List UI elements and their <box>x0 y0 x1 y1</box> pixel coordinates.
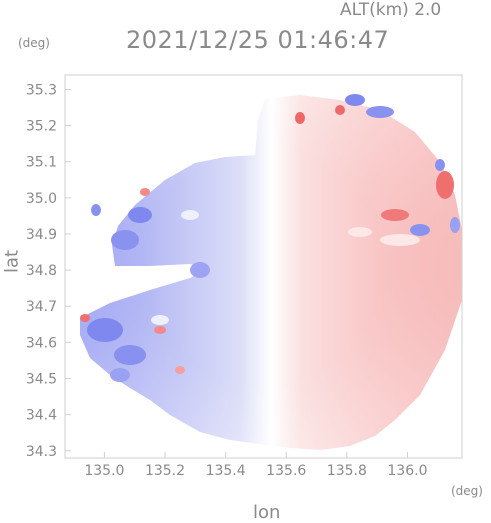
echo-speckle <box>436 171 454 199</box>
echo-speckle <box>111 230 139 250</box>
echo-speckle <box>410 224 430 236</box>
echo-speckle <box>366 106 394 118</box>
x-tick-label: 135.0 <box>84 463 124 479</box>
y-tick-label: 34.9 <box>26 227 57 243</box>
echo-speckle <box>128 207 152 223</box>
y-tick-label: 35.2 <box>26 119 57 135</box>
y-tick-label: 34.4 <box>26 408 57 424</box>
y-tick-label: 34.5 <box>26 372 57 388</box>
echo-speckle <box>87 318 123 342</box>
echo-speckle <box>380 234 420 246</box>
y-axis-unit: (deg) <box>18 36 50 50</box>
echo-speckle <box>151 315 169 325</box>
x-tick-label: 136.0 <box>387 463 427 479</box>
x-tick-label: 135.6 <box>266 463 306 479</box>
coverage-shading <box>65 75 462 458</box>
echo-speckle <box>348 227 372 237</box>
echo-field <box>65 75 462 458</box>
echo-speckle <box>450 217 460 233</box>
x-axis-label: lon <box>253 502 281 523</box>
echo-speckle <box>154 326 166 334</box>
echo-speckle <box>335 105 345 115</box>
y-tick-label: 34.7 <box>26 299 57 315</box>
echo-speckle <box>80 314 90 322</box>
y-tick-label: 35.1 <box>26 155 57 171</box>
echo-speckle <box>295 112 305 124</box>
x-tick-label: 135.4 <box>206 463 246 479</box>
x-axis-unit: (deg) <box>451 484 483 498</box>
echo-speckles <box>80 94 460 382</box>
y-tick-label: 35.0 <box>26 191 57 207</box>
echo-speckle <box>140 188 150 196</box>
echo-speckle <box>181 210 199 220</box>
x-axis-ticks: 135.0 135.2 135.4 135.6 135.8 136.0 <box>84 452 427 479</box>
y-tick-label: 34.8 <box>26 263 57 279</box>
echo-speckle <box>175 366 185 374</box>
x-tick-label: 135.8 <box>327 463 367 479</box>
echo-speckle <box>110 368 130 382</box>
y-axis-ticks: 34.3 34.4 34.5 34.6 34.7 34.8 34.9 35.0 35.1 35.2… <box>26 82 71 460</box>
echo-speckle <box>345 94 365 106</box>
echo-speckle <box>190 262 210 278</box>
timestamp-title: 2021/12/25 01:46:47 <box>126 26 390 54</box>
y-tick-label: 35.3 <box>26 82 57 98</box>
echo-speckle <box>435 159 445 171</box>
y-tick-label: 34.6 <box>26 335 57 351</box>
echo-speckle <box>91 204 101 216</box>
echo-speckle <box>381 209 409 221</box>
y-tick-label: 34.3 <box>26 444 57 460</box>
plot-frame <box>64 74 463 459</box>
echo-speckle <box>114 345 146 365</box>
altitude-label: ALT(km) 2.0 <box>340 0 442 20</box>
x-tick-label: 135.2 <box>145 463 185 479</box>
